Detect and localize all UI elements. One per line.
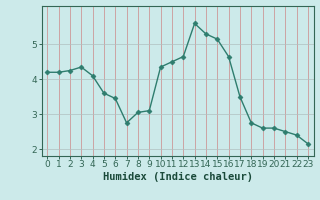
X-axis label: Humidex (Indice chaleur): Humidex (Indice chaleur): [103, 172, 252, 182]
